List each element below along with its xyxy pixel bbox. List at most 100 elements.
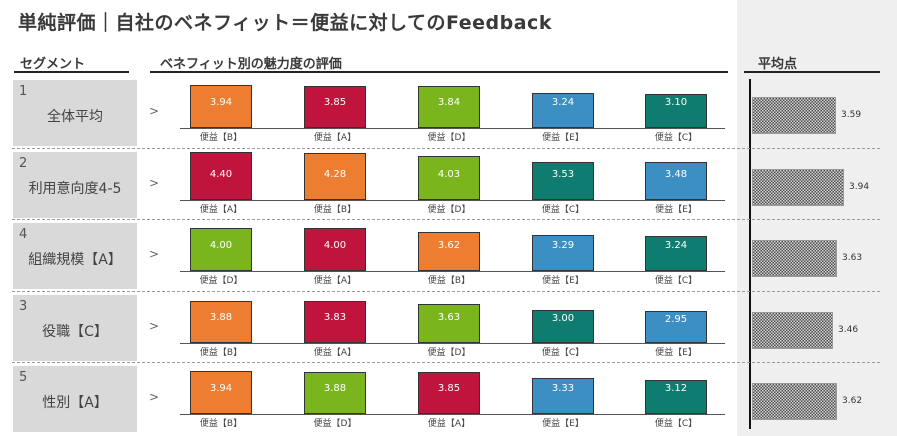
bar-5: 3.48: [645, 161, 707, 200]
bar-value-label: 4.00: [209, 240, 233, 251]
bar-1: 4.40: [190, 151, 252, 200]
bar-category-label: 便益【E】: [655, 347, 697, 358]
segment-number: 1: [19, 84, 28, 99]
average-value-label: 3.59: [841, 110, 862, 120]
average-bar: [752, 311, 833, 349]
bar-1: 3.94: [190, 371, 252, 414]
segment-box: 1 全体平均: [13, 80, 137, 146]
bar-category-label: 便益【E】: [542, 419, 584, 429]
segment-number: 5: [19, 370, 28, 385]
bar-value-label: 4.28: [323, 168, 347, 180]
bar-value-label: 3.94: [209, 97, 233, 108]
bar-3: 3.85: [418, 372, 480, 414]
bar-5: 2.95: [645, 310, 707, 343]
bar-category-label: 便益【D】: [199, 276, 243, 286]
bar-category-label: 便益【A】: [427, 419, 471, 429]
bar-category-label: 便益【E】: [542, 133, 584, 143]
row-arrow: >: [149, 390, 160, 404]
rating-header: ベネフィット別の魅力度の評価: [160, 57, 342, 72]
segment-box: 3 役職【C】: [13, 294, 137, 361]
bar-4: 3.24: [532, 93, 594, 128]
average-bar: [752, 97, 836, 134]
segment-label: 全体平均: [47, 109, 103, 125]
bar-baseline: [180, 342, 725, 344]
bar-4: 3.29: [532, 235, 594, 271]
bar-3: 3.84: [418, 86, 480, 128]
average-value-label: 3.62: [842, 396, 863, 406]
bar-5: 3.10: [645, 94, 707, 128]
bar-value-label: 3.88: [323, 383, 347, 394]
bar-category-label: 便益【C】: [654, 133, 698, 143]
bar-4: 3.00: [532, 309, 594, 343]
bar-value-label: 3.24: [664, 240, 688, 251]
row-separator: [12, 147, 880, 149]
bar-1: 4.00: [190, 228, 252, 271]
bar-1: 3.88: [190, 300, 252, 343]
segment-label: 役職【C】: [42, 323, 108, 340]
bar-category-label: 便益【B】: [199, 133, 243, 143]
bar-4: 3.53: [532, 161, 594, 200]
bar-value-label: 4.03: [437, 168, 461, 180]
bar-5: 3.24: [645, 236, 707, 271]
bar-value-label: 3.84: [437, 97, 461, 108]
bar-value-label: 3.10: [664, 97, 688, 108]
average-header-rule: [744, 71, 880, 73]
row-separator: [12, 219, 880, 220]
bar-value-label: 3.12: [664, 383, 688, 394]
bar-category-label: 便益【D】: [313, 419, 357, 429]
page-title: 単純評価｜自社のベネフィット＝便益に対してのFeedback: [18, 12, 552, 34]
bar-5: 3.12: [645, 380, 707, 414]
bar-value-label: 3.24: [551, 97, 575, 108]
average-header: 平均点: [758, 57, 798, 72]
bar-category-label: 便益【D】: [427, 133, 471, 143]
segment-number: 3: [19, 298, 28, 314]
row-separator: [12, 362, 880, 363]
average-value-label: 3.63: [842, 253, 863, 263]
bar-category-label: 便益【B】: [427, 276, 471, 286]
segment-label: 組織規模【A】: [28, 252, 122, 268]
segment-label: 性別【A】: [42, 395, 108, 411]
bar-3: 3.63: [418, 303, 480, 343]
row-separator: [12, 290, 880, 292]
segment-number: 4: [19, 227, 28, 242]
average-bar: [752, 383, 837, 420]
bar-2: 3.85: [304, 86, 366, 128]
segment-header-rule: [14, 71, 129, 73]
bar-baseline: [180, 271, 725, 272]
segment-header: セグメント: [20, 57, 86, 72]
bar-value-label: 3.62: [437, 240, 461, 251]
bar-category-label: 便益【C】: [654, 276, 698, 286]
bar-category-label: 便益【A】: [313, 276, 357, 286]
average-value-label: 3.94: [849, 181, 870, 192]
bar-value-label: 3.33: [551, 383, 575, 394]
bar-value-label: 4.40: [209, 168, 233, 180]
bar-1: 3.94: [190, 85, 252, 128]
bar-category-label: 便益【C】: [541, 204, 585, 215]
bar-value-label: 3.94: [209, 383, 233, 394]
bar-3: 4.03: [418, 155, 480, 200]
average-axis-line: [749, 79, 751, 429]
bar-value-label: 3.53: [551, 168, 575, 180]
bar-value-label: 4.00: [323, 240, 347, 251]
bar-category-label: 便益【E】: [542, 276, 584, 286]
bar-category-label: 便益【D】: [427, 204, 471, 215]
segment-label: 利用意向度4-5: [28, 180, 122, 197]
bar-category-label: 便益【B】: [199, 347, 243, 358]
bar-category-label: 便益【C】: [654, 419, 698, 429]
average-bar: [752, 240, 837, 277]
row-arrow: >: [149, 175, 160, 190]
bar-value-label: 3.85: [437, 383, 461, 394]
bar-value-label: 3.83: [323, 311, 347, 323]
bar-2: 3.83: [304, 300, 366, 343]
bar-category-label: 便益【C】: [541, 347, 585, 358]
average-value-label: 3.46: [838, 324, 859, 335]
bar-value-label: 3.63: [437, 311, 461, 323]
bar-value-label: 3.48: [664, 168, 688, 180]
bar-category-label: 便益【B】: [199, 419, 243, 429]
bar-value-label: 3.00: [551, 312, 575, 324]
bar-4: 3.33: [532, 378, 594, 414]
row-arrow: >: [149, 247, 160, 261]
bar-baseline: [180, 128, 725, 129]
bar-category-label: 便益【A】: [313, 347, 357, 358]
bar-category-label: 便益【A】: [313, 133, 357, 143]
